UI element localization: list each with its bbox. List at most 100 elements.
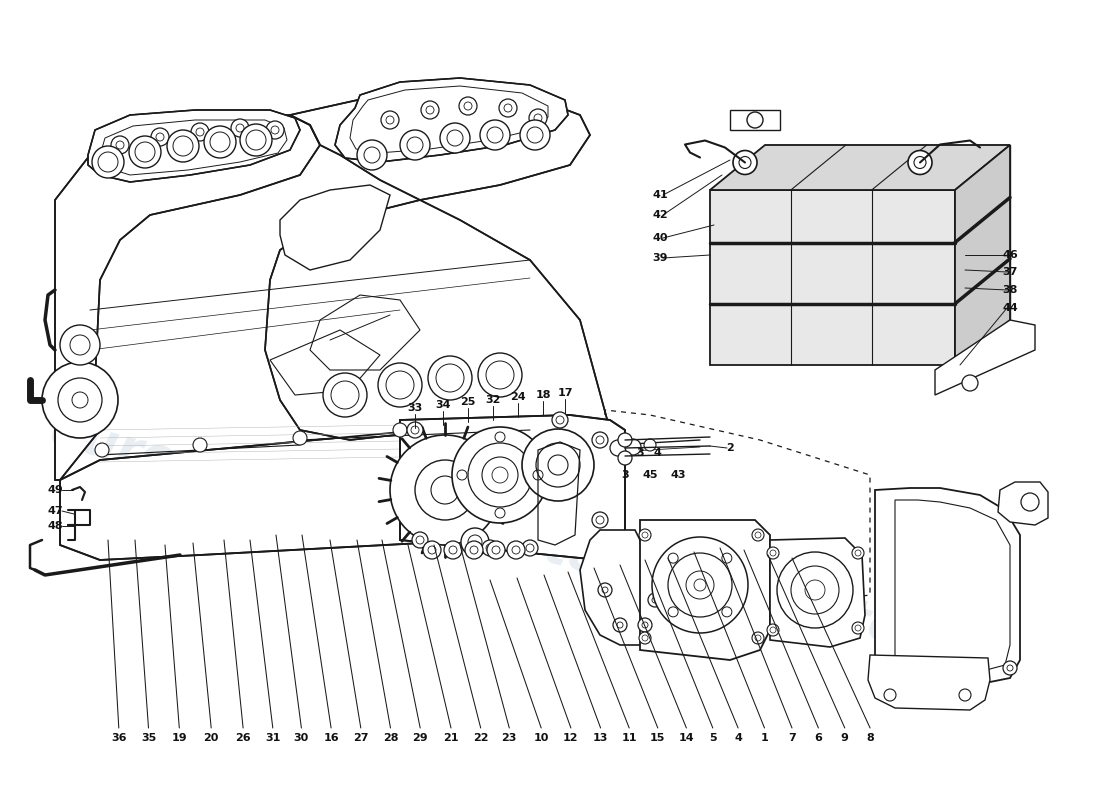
Circle shape (421, 101, 439, 119)
Circle shape (111, 136, 129, 154)
Circle shape (381, 111, 399, 129)
Text: 22: 22 (473, 733, 488, 743)
Text: 49: 49 (47, 485, 63, 495)
Circle shape (686, 571, 714, 599)
Circle shape (499, 99, 517, 117)
Circle shape (358, 140, 387, 170)
Circle shape (424, 541, 441, 559)
Circle shape (592, 432, 608, 448)
Text: 1: 1 (760, 733, 769, 743)
Text: 32: 32 (485, 395, 501, 405)
Polygon shape (265, 90, 610, 440)
Circle shape (598, 583, 612, 597)
Text: 6: 6 (814, 733, 823, 743)
Text: 48: 48 (47, 521, 63, 531)
Text: 5: 5 (710, 733, 716, 743)
Circle shape (293, 431, 307, 445)
Text: 13: 13 (593, 733, 608, 743)
Circle shape (266, 121, 284, 139)
Circle shape (733, 150, 757, 174)
Polygon shape (336, 78, 568, 162)
Circle shape (618, 433, 632, 447)
Circle shape (908, 150, 932, 174)
Circle shape (592, 512, 608, 528)
Text: 41: 41 (652, 190, 668, 200)
Text: 17: 17 (558, 388, 573, 398)
Circle shape (852, 547, 864, 559)
Text: 38: 38 (1002, 285, 1018, 295)
Circle shape (529, 109, 547, 127)
Circle shape (1003, 661, 1018, 675)
Circle shape (482, 540, 498, 556)
Circle shape (852, 622, 864, 634)
Polygon shape (730, 110, 780, 130)
Text: 4: 4 (734, 733, 742, 743)
Circle shape (959, 689, 971, 701)
Circle shape (639, 632, 651, 644)
Text: 9: 9 (840, 733, 849, 743)
Text: 28: 28 (383, 733, 398, 743)
Polygon shape (874, 488, 1020, 690)
Text: 7: 7 (788, 733, 796, 743)
Circle shape (480, 120, 510, 150)
Circle shape (644, 439, 656, 451)
Text: 37: 37 (1002, 267, 1018, 277)
Circle shape (393, 423, 407, 437)
Text: 33: 33 (407, 403, 422, 413)
Circle shape (465, 541, 483, 559)
Polygon shape (710, 190, 955, 365)
Circle shape (610, 440, 626, 456)
Text: 19: 19 (172, 733, 187, 743)
Circle shape (487, 541, 505, 559)
Polygon shape (55, 115, 320, 480)
Text: 40: 40 (652, 233, 668, 243)
Circle shape (552, 412, 568, 428)
Text: 29: 29 (412, 733, 428, 743)
Circle shape (747, 112, 763, 128)
Text: 12: 12 (563, 733, 579, 743)
Text: 35: 35 (141, 733, 156, 743)
Text: 45: 45 (642, 470, 658, 480)
Text: 23: 23 (502, 733, 517, 743)
Circle shape (548, 455, 568, 475)
Circle shape (767, 547, 779, 559)
Circle shape (390, 435, 501, 545)
Text: europartes: europartes (324, 466, 636, 594)
Circle shape (459, 97, 477, 115)
Text: 39: 39 (652, 253, 668, 263)
Text: 47: 47 (47, 506, 63, 516)
Circle shape (767, 624, 779, 636)
Circle shape (452, 427, 548, 523)
Circle shape (648, 593, 662, 607)
Text: 26: 26 (235, 733, 251, 743)
Text: 25: 25 (460, 397, 475, 407)
Text: 10: 10 (534, 733, 549, 743)
Polygon shape (580, 530, 660, 645)
Polygon shape (998, 482, 1048, 525)
Text: 3: 3 (636, 448, 644, 458)
Circle shape (431, 476, 459, 504)
Circle shape (378, 363, 422, 407)
Polygon shape (400, 415, 625, 560)
Circle shape (520, 120, 550, 150)
Polygon shape (640, 520, 770, 660)
Circle shape (231, 119, 249, 137)
Circle shape (777, 552, 852, 628)
Text: 8: 8 (866, 733, 874, 743)
Text: 16: 16 (323, 733, 339, 743)
Text: 24: 24 (510, 392, 526, 402)
Circle shape (522, 540, 538, 556)
Text: 14: 14 (679, 733, 694, 743)
Circle shape (618, 451, 632, 465)
Text: 3: 3 (621, 470, 629, 480)
Circle shape (507, 541, 525, 559)
Circle shape (625, 439, 641, 455)
Circle shape (962, 375, 978, 391)
Circle shape (151, 128, 169, 146)
Circle shape (638, 618, 652, 632)
Circle shape (478, 353, 522, 397)
Circle shape (1021, 493, 1040, 511)
Circle shape (42, 362, 118, 438)
Polygon shape (710, 145, 1010, 190)
Text: 15: 15 (650, 733, 666, 743)
